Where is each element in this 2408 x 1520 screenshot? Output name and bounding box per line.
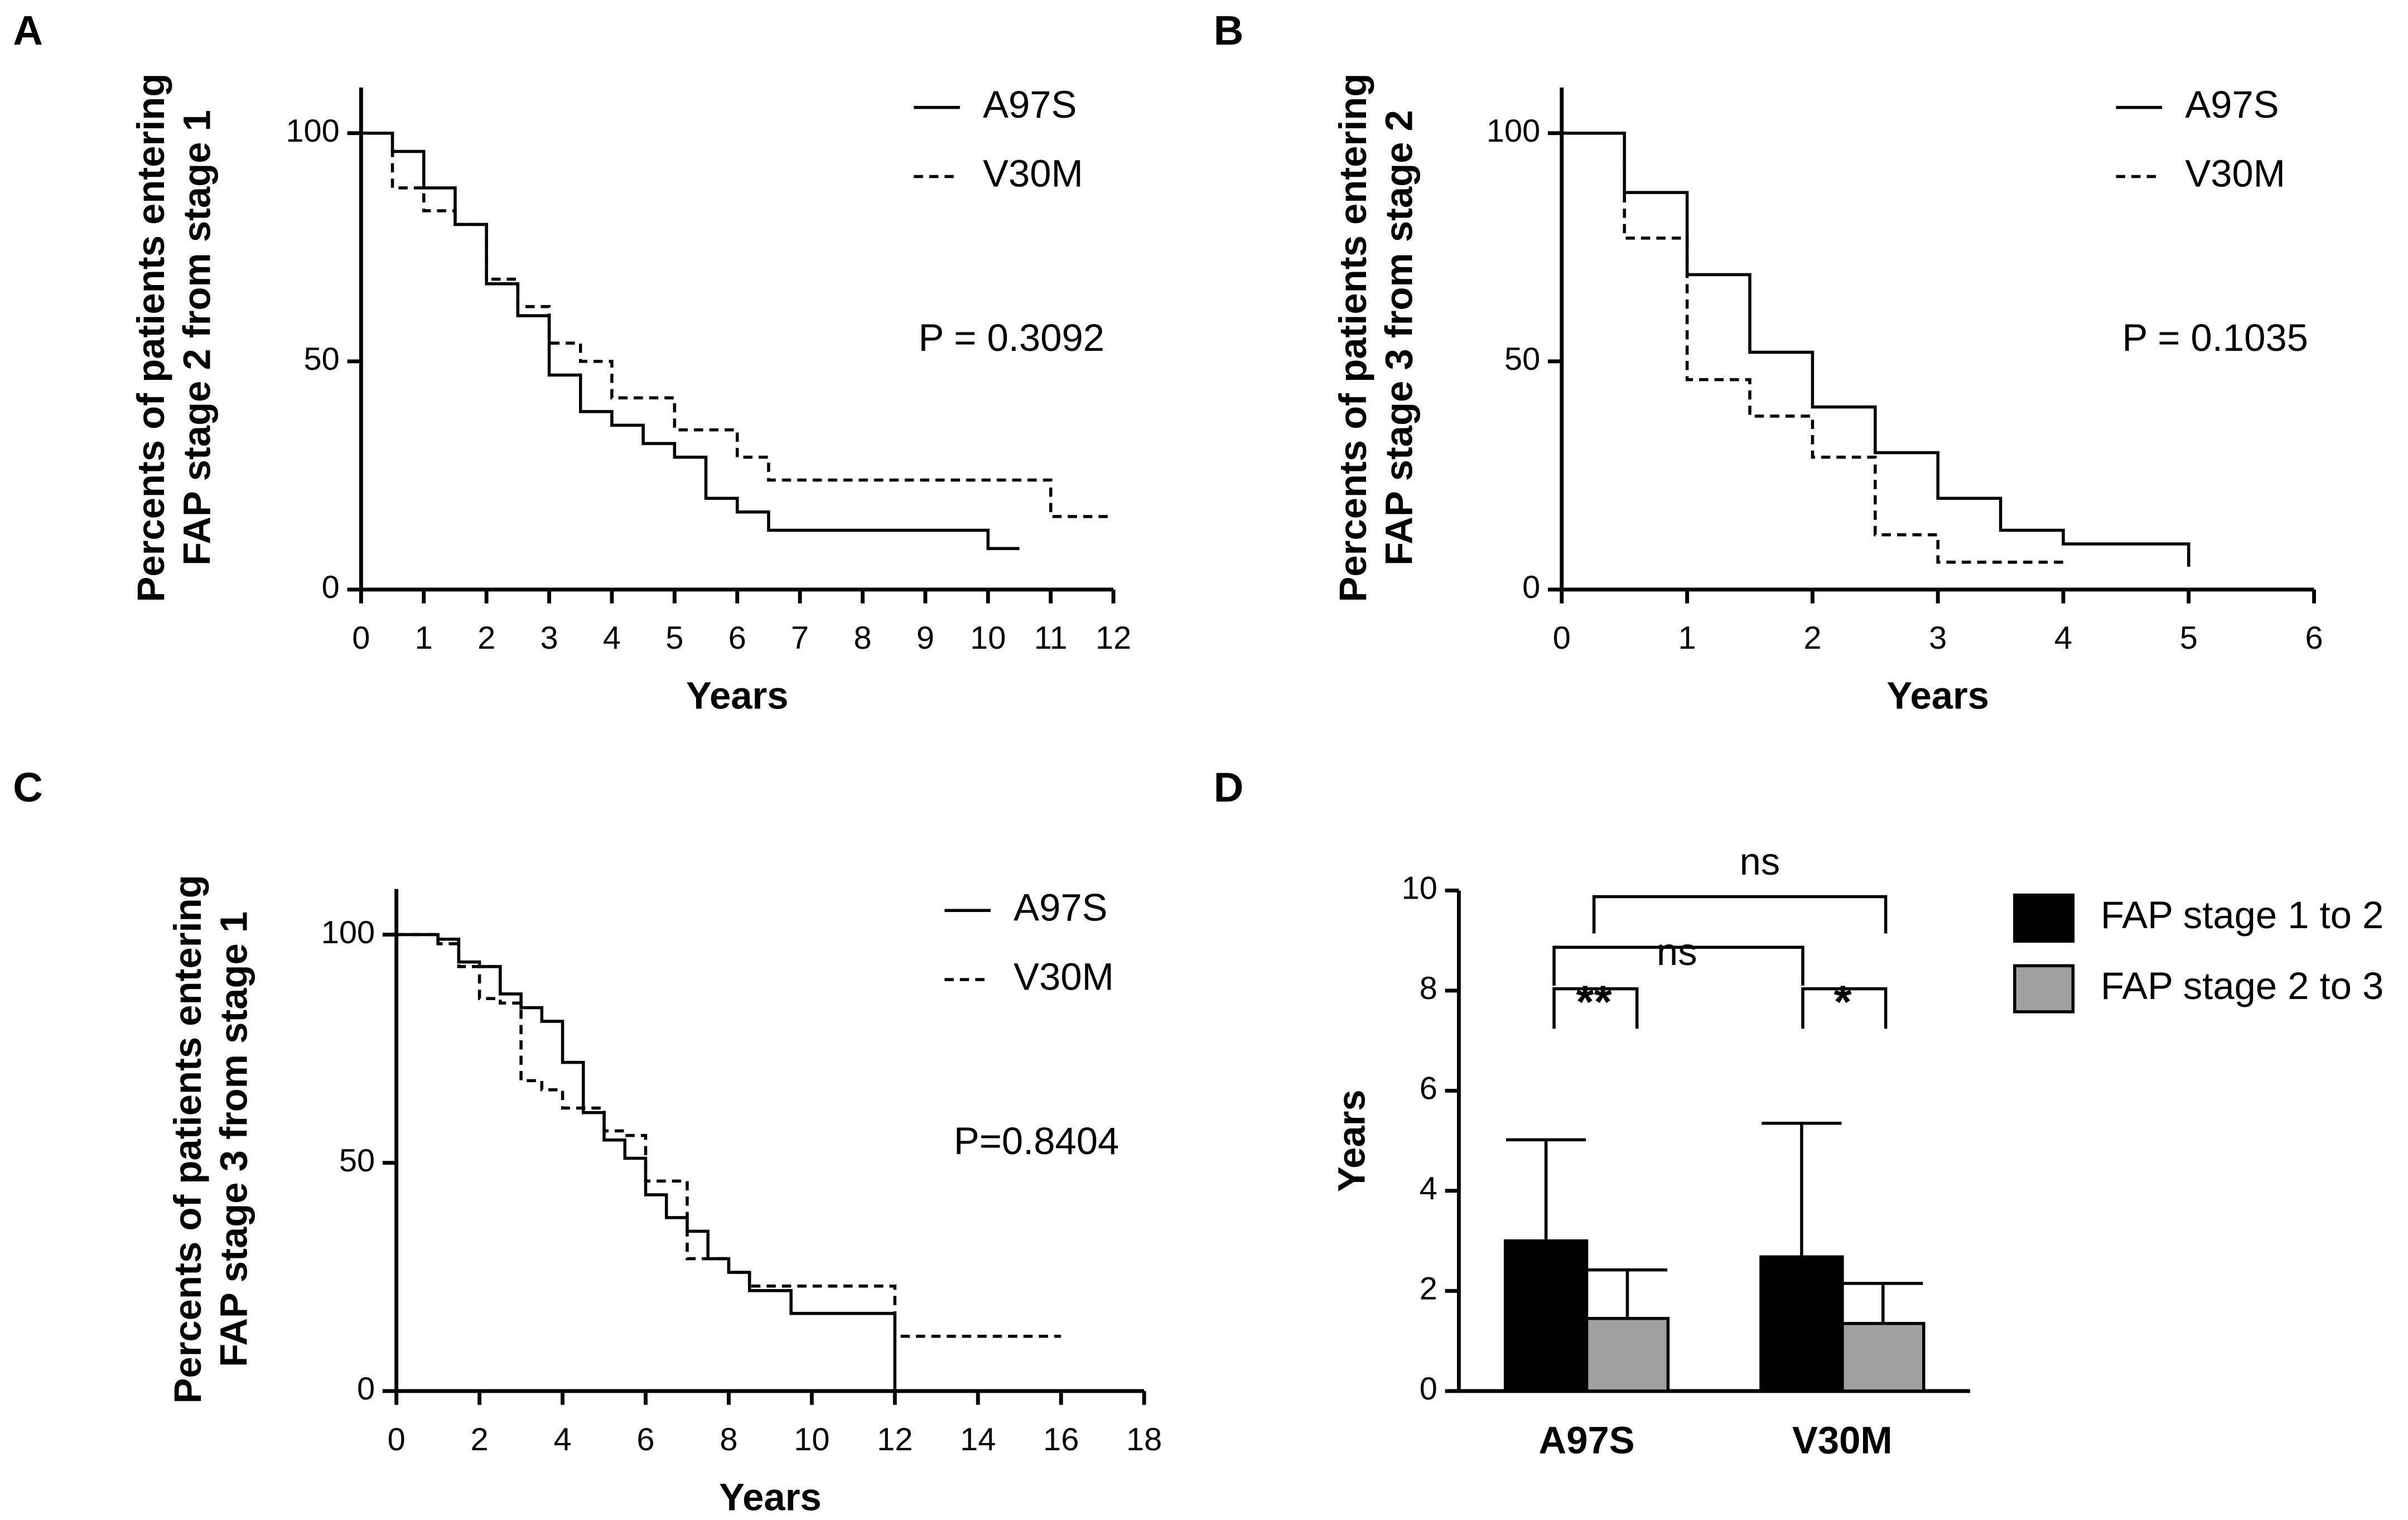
bar	[1585, 1316, 1670, 1393]
y-axis-label: FAP stage 3 from stage 2	[1378, 110, 1421, 566]
bracket	[1552, 945, 1804, 986]
y-tick-label: 100	[321, 915, 375, 950]
annotation: P=0.8404	[954, 1120, 1119, 1162]
legend-label: V30M	[983, 152, 1083, 195]
error-bar	[1843, 1282, 1923, 1324]
y-axis-label: Years	[1330, 1089, 1373, 1192]
bar	[1841, 1321, 1926, 1393]
annotation: P = 0.3092	[919, 316, 1104, 359]
x-tick-label: 4	[553, 1422, 571, 1458]
y-tick-label: 10	[1402, 871, 1437, 906]
y-axis-label: FAP stage 3 from stage 1	[213, 911, 255, 1367]
significance-label: *	[1833, 977, 1852, 1028]
error-bar	[1506, 1138, 1586, 1241]
y-axis-label: Percents of patients entering	[166, 875, 209, 1403]
y-tick-label: 6	[1420, 1071, 1437, 1107]
x-tick-label: 5	[665, 620, 683, 656]
y-axis-label: Percents of patients entering	[129, 74, 172, 602]
x-tick-label: 2	[1803, 620, 1821, 656]
y-tick-label: 50	[339, 1143, 375, 1179]
x-tick-label: 3	[1929, 620, 1947, 656]
x-tick-label: 16	[1043, 1422, 1079, 1458]
x-tick-label: 6	[636, 1422, 654, 1458]
y-axis-label: Percents of patients entering	[1331, 74, 1374, 602]
x-tick-label: 6	[728, 620, 746, 656]
y-tick-label: 4	[1420, 1171, 1437, 1207]
y-tick-label: 50	[304, 341, 340, 377]
annotation: P = 0.1035	[2122, 316, 2308, 359]
y-tick-label: 0	[1522, 570, 1540, 605]
x-tick-label: 8	[720, 1422, 737, 1458]
x-tick-label: 12	[877, 1422, 913, 1458]
legend-label: A97S	[2185, 83, 2279, 126]
legend-label: FAP stage 1 to 2	[2101, 894, 2383, 937]
x-tick-label: A97S	[1539, 1419, 1635, 1462]
significance-label: **	[1576, 977, 1613, 1028]
legend-label: A97S	[1014, 886, 1107, 929]
legend-swatch	[2013, 964, 2075, 1014]
panel-letter: B	[1214, 7, 1244, 54]
bar	[1503, 1239, 1589, 1393]
y-tick-label: 0	[322, 570, 340, 605]
significance-label: ns	[1740, 840, 1780, 883]
x-tick-label: 6	[2305, 620, 2323, 656]
survival-line	[396, 933, 1061, 1338]
bracket	[1801, 987, 1888, 1029]
survival-line	[361, 131, 1114, 518]
x-tick-label: 14	[960, 1422, 996, 1458]
x-tick-label: 4	[603, 620, 621, 656]
panel-letter: A	[13, 7, 43, 54]
legend-label: FAP stage 2 to 3	[2101, 964, 2383, 1007]
x-tick-label: 3	[540, 620, 558, 656]
panel-letter: D	[1214, 764, 1244, 810]
error-bar	[1587, 1268, 1668, 1319]
bracket	[1552, 987, 1639, 1029]
x-tick-label: 11	[1034, 620, 1068, 656]
x-tick-label: 5	[2180, 620, 2198, 656]
x-tick-label: 2	[471, 1422, 489, 1458]
x-tick-label: 12	[1096, 620, 1131, 656]
x-tick-label: 4	[2054, 620, 2072, 656]
x-tick-label: V30M	[1792, 1419, 1893, 1462]
y-tick-label: 0	[357, 1371, 375, 1407]
bar	[1759, 1255, 1844, 1393]
y-axis-label: FAP stage 2 from stage 1	[176, 110, 219, 566]
y-tick-label: 50	[1504, 341, 1540, 377]
x-tick-label: 0	[388, 1422, 406, 1458]
x-tick-label: 10	[970, 620, 1006, 656]
legend-label: V30M	[1014, 955, 1114, 998]
x-tick-label: 0	[1553, 620, 1571, 656]
panel-letter: C	[13, 764, 43, 810]
y-tick-label: 100	[1487, 113, 1540, 149]
y-tick-label: 0	[1420, 1371, 1437, 1407]
x-tick-label: 7	[791, 620, 809, 656]
x-tick-label: 1	[415, 620, 433, 656]
error-bar	[1762, 1121, 1842, 1257]
x-tick-label: 18	[1126, 1422, 1162, 1458]
x-tick-label: 9	[916, 620, 934, 656]
legend-label: V30M	[2185, 152, 2285, 195]
y-tick-label: 100	[286, 113, 339, 149]
x-tick-label: 2	[477, 620, 495, 656]
y-tick-label: 2	[1420, 1271, 1437, 1307]
legend-label: A97S	[983, 83, 1077, 126]
x-axis-label: Years	[686, 674, 789, 717]
x-axis-label: Years	[1886, 674, 1989, 717]
significance-brackets	[1552, 895, 1888, 1029]
significance-label: ns	[1657, 930, 1697, 973]
x-tick-label: 10	[794, 1422, 829, 1458]
bracket	[1592, 895, 1888, 934]
x-tick-label: 8	[853, 620, 871, 656]
survival-line	[1561, 131, 2190, 567]
legend-swatch	[2013, 893, 2075, 943]
y-tick-label: 8	[1420, 971, 1437, 1006]
x-tick-label: 1	[1678, 620, 1696, 656]
x-tick-label: 0	[352, 620, 370, 656]
survival-line	[361, 131, 1020, 551]
x-axis-label: Years	[719, 1475, 822, 1518]
